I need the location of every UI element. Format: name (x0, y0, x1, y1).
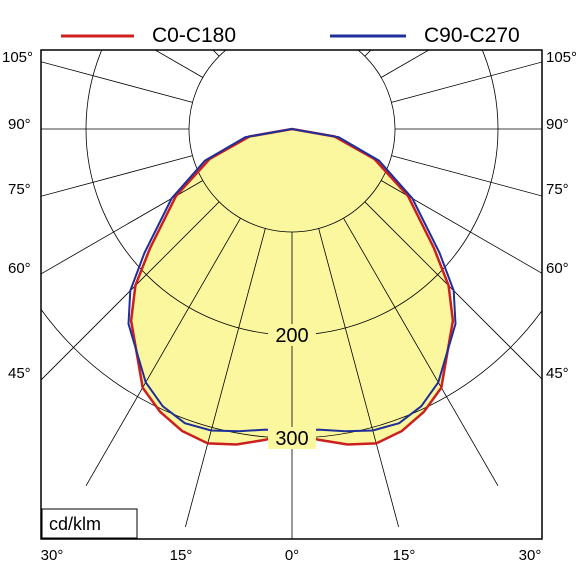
angle-label-bottom-15-right: 15° (393, 547, 416, 564)
radial-label-bg (268, 427, 316, 449)
angle-label-left-75: 75° (8, 181, 31, 198)
angle-label-left-60: 60° (8, 260, 31, 277)
unit-label: cd/klm (49, 514, 101, 534)
angle-label-bottom-30-left: 30° (41, 547, 64, 564)
legend-label-c0-c180: C0-C180 (152, 24, 236, 47)
grid-spoke (343, 218, 499, 487)
radial-tick-label: 200 (275, 325, 308, 347)
angle-label-left-90: 90° (8, 116, 31, 133)
angle-label-right-90: 90° (546, 116, 569, 133)
grid-spoke (381, 180, 542, 274)
legend-label-c90-c270: C90-C270 (424, 24, 520, 47)
radial-tick-label: 300 (275, 428, 308, 450)
grid-spoke (391, 155, 542, 197)
grid-spoke (41, 155, 193, 197)
grid-spoke (154, 50, 203, 78)
angle-label-bottom-30-right: 30° (519, 547, 542, 564)
grid-spoke (318, 228, 400, 528)
side-angle-labels: 105° 90° 75° 60° 45° 105° 90° 75° 60° 45… (2, 49, 577, 382)
angle-label-right-45: 45° (546, 365, 569, 382)
grid-spoke (41, 61, 193, 103)
grid-spoke (184, 228, 266, 528)
grid-spoke (41, 201, 220, 381)
angle-label-right-105: 105° (546, 49, 577, 66)
angle-label-left-45: 45° (8, 365, 31, 382)
grid-spoke (85, 218, 241, 487)
grid-spoke (364, 201, 542, 380)
angle-label-left-105: 105° (2, 49, 33, 66)
angle-label-right-60: 60° (546, 260, 569, 277)
radial-label-bg (268, 324, 316, 346)
angle-grid (41, 50, 542, 539)
angle-label-bottom-0: 0° (285, 547, 299, 564)
angle-label-bottom-15-left: 15° (170, 547, 193, 564)
bottom-angle-labels: 30° 15° 0° 15° 30° (41, 547, 542, 564)
grid-spoke (381, 50, 430, 78)
legend: C0-C180 C90-C270 (41, 2, 542, 47)
grid-spoke (41, 180, 203, 275)
unit-box (41, 508, 138, 539)
grid-spoke (391, 61, 542, 103)
angle-label-right-75: 75° (546, 181, 569, 198)
